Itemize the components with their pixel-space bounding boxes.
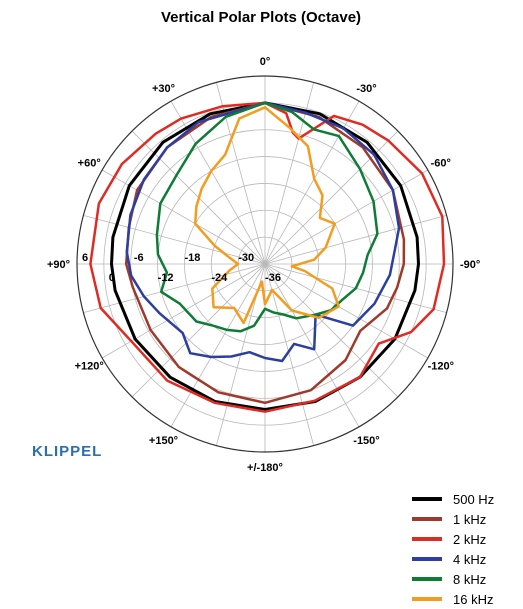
series-line-16-khz	[193, 106, 340, 325]
series-line-8-khz	[155, 101, 379, 333]
radial-tick-label: 6	[82, 252, 88, 264]
angle-label: -30°	[356, 83, 376, 95]
angle-label: +120°	[75, 361, 104, 373]
angle-label: -90°	[460, 259, 480, 271]
grid-spoke	[264, 214, 447, 265]
series-line-500-hz	[110, 101, 420, 411]
angle-label: +60°	[78, 158, 101, 170]
angle-label: -60°	[431, 158, 451, 170]
chart-title: Vertical Polar Plots (Octave)	[161, 9, 361, 26]
legend-label: 1 kHz	[453, 512, 486, 527]
grid-spoke	[131, 263, 266, 398]
grid-ring	[184, 183, 346, 345]
polar-grid	[76, 75, 454, 453]
grid-spoke	[264, 263, 315, 446]
radial-tick-label: -30	[238, 252, 254, 264]
legend-label: 2 kHz	[453, 532, 486, 547]
grid-ring	[76, 75, 454, 453]
grid-spoke	[170, 263, 266, 428]
grid-spoke	[264, 130, 399, 265]
radial-tick-label: -24	[211, 272, 228, 284]
klippel-logo: KLIPPEL	[32, 443, 102, 460]
radial-labels: 6 0 -6 -12 -18 -24 -30 -36	[82, 252, 281, 284]
radial-tick-label: -6	[134, 252, 144, 264]
legend-label: 500 Hz	[453, 492, 494, 507]
grid-ring	[130, 129, 400, 399]
grid-spoke	[83, 263, 266, 314]
grid-spoke	[101, 263, 266, 359]
grid-spoke	[264, 263, 399, 398]
legend-label: 16 kHz	[453, 592, 493, 607]
legend-label: 8 kHz	[453, 572, 486, 587]
radial-tick-label: -36	[265, 272, 281, 284]
grid-spoke	[264, 100, 360, 265]
series-group	[89, 101, 446, 413]
grid-ring	[157, 156, 373, 372]
angle-labels: 0° -30° -60° -90° -120° -150° +/-180° +150° +120…	[47, 56, 480, 474]
angle-label: +150°	[149, 435, 178, 447]
grid-spoke	[83, 214, 266, 265]
grid-ring	[210, 209, 320, 319]
angle-label: -150°	[353, 435, 379, 447]
angle-label: 0°	[260, 56, 271, 68]
angle-label: +90°	[47, 259, 70, 271]
grid-spoke	[264, 263, 360, 428]
legend: 500 Hz 1 kHz 2 kHz 4 kHz 8 kHz 16 kHz	[412, 492, 494, 607]
radial-tick-label: 0	[109, 272, 115, 284]
angle-label: +30°	[152, 83, 175, 95]
grid-spoke	[170, 100, 266, 265]
grid-spoke	[264, 263, 429, 359]
angle-label: -120°	[428, 361, 454, 373]
series-line-2-khz	[89, 101, 446, 413]
series-line-4-khz	[125, 101, 401, 363]
legend-label: 4 kHz	[453, 552, 486, 567]
radial-tick-label: -18	[184, 252, 200, 264]
angle-label: +/-180°	[247, 462, 283, 474]
radial-tick-label: -12	[158, 272, 174, 284]
